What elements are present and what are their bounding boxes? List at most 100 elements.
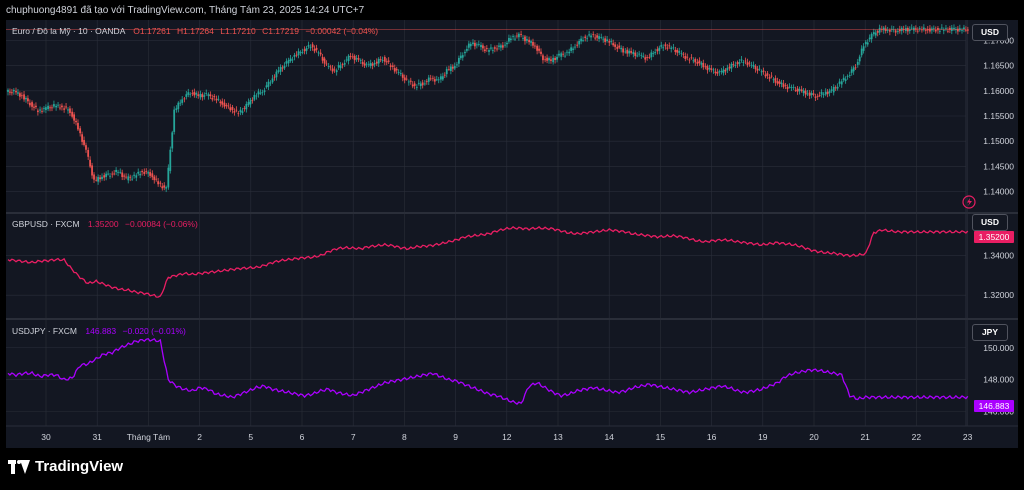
- candle-body: [666, 47, 669, 49]
- candle-body: [850, 69, 853, 73]
- x-tick-label: 31: [92, 432, 102, 442]
- candle-body: [117, 171, 119, 173]
- candle-body: [297, 51, 300, 56]
- candle-body: [349, 56, 352, 58]
- candle-body: [638, 53, 641, 55]
- candle-body: [482, 45, 484, 49]
- candle-body: [17, 92, 19, 94]
- legend-eurusd-change: −0.00042 (−0.04%): [305, 26, 378, 36]
- legend-gbpusd-last: 1.35200: [88, 219, 119, 229]
- candle-body: [361, 61, 364, 65]
- candle-body: [115, 169, 118, 172]
- candle-body: [644, 57, 647, 60]
- candle-body: [810, 93, 813, 95]
- y-tick-label: 1.15000: [983, 136, 1014, 146]
- candle-body: [929, 28, 931, 32]
- y-tick-label: 1.32000: [983, 290, 1014, 300]
- candle-body: [796, 88, 799, 92]
- candle-body: [36, 110, 39, 113]
- x-axis-ticks: 30 31 Tháng Tám 2 5 6 7 8 9 12 13 14 15 16 19 20 21 22 23: [41, 432, 972, 442]
- candle-body: [133, 174, 135, 176]
- candle-body: [846, 76, 849, 78]
- currency-button-usdjpy[interactable]: JPY: [972, 324, 1008, 341]
- candle-body: [415, 86, 418, 88]
- candle-body: [199, 93, 202, 98]
- candle-body: [341, 64, 344, 65]
- candle-body: [732, 64, 735, 66]
- candle-body: [692, 60, 695, 62]
- candle-body: [922, 27, 925, 30]
- candle-body: [953, 27, 955, 30]
- candle-body: [646, 57, 649, 58]
- candle-body: [445, 68, 448, 75]
- candle-body: [425, 81, 428, 83]
- y-tick-label: 1.14500: [983, 161, 1014, 171]
- candle-body: [79, 128, 82, 134]
- candle-body: [818, 95, 821, 97]
- candle-body: [181, 99, 184, 103]
- candle-body: [888, 29, 891, 32]
- candle-body: [947, 30, 949, 32]
- candle-body: [782, 83, 785, 88]
- candle-body: [475, 44, 478, 46]
- legend-eurusd-symbol: Euro / Đô la Mỹ · 10 · OANDA: [12, 26, 126, 36]
- candle-body: [217, 98, 220, 100]
- candle-body: [800, 89, 803, 92]
- candle-body: [307, 45, 310, 47]
- candle-body: [664, 44, 667, 47]
- candle-body: [173, 109, 176, 132]
- candle-body: [622, 48, 625, 53]
- candle-body: [790, 87, 793, 88]
- candle-body: [159, 182, 162, 184]
- legend-gbpusd-change: −0.00084 (−0.06%): [125, 219, 198, 229]
- candle-body: [149, 172, 152, 176]
- candle-body: [548, 58, 550, 61]
- candle-body: [155, 178, 158, 180]
- candle-body: [560, 53, 563, 57]
- alert-icon[interactable]: [962, 195, 976, 209]
- currency-button-gbpusd[interactable]: USD: [972, 214, 1008, 231]
- candle-body: [357, 58, 360, 60]
- candle-body: [351, 56, 354, 58]
- candle-body: [566, 51, 568, 53]
- candle-body: [776, 81, 779, 84]
- candle-body: [377, 58, 380, 64]
- candle-body: [289, 58, 292, 62]
- candle-body: [826, 91, 829, 95]
- candle-body: [207, 94, 210, 97]
- candle-body: [568, 51, 571, 54]
- candle-body: [249, 100, 252, 105]
- candle-body: [630, 51, 633, 53]
- candle-body: [267, 81, 270, 87]
- candle-body: [544, 59, 547, 61]
- candle-body: [874, 32, 877, 36]
- candle-body: [512, 36, 514, 37]
- candle-body: [421, 82, 424, 86]
- candle-body: [27, 98, 29, 102]
- candle-body: [337, 65, 340, 68]
- candle-body: [343, 63, 346, 65]
- candle-body: [598, 36, 600, 39]
- candle-body: [163, 185, 166, 188]
- candle-body: [137, 171, 140, 174]
- candle-body: [277, 70, 280, 72]
- candle-body: [255, 95, 258, 97]
- candle-body: [443, 74, 446, 76]
- x-tick-label: 2: [197, 432, 202, 442]
- candle-body: [698, 60, 701, 64]
- candle-body: [740, 59, 743, 61]
- candle-body: [492, 50, 494, 52]
- candle-body: [41, 110, 43, 112]
- candle-body: [516, 35, 518, 37]
- candle-body: [121, 172, 124, 178]
- candle-body: [856, 61, 859, 65]
- y-tick-label: 1.34000: [983, 251, 1014, 261]
- candle-body: [185, 94, 188, 97]
- candle-body: [828, 90, 831, 93]
- currency-button-eurusd[interactable]: USD: [972, 24, 1008, 41]
- candle-body: [798, 88, 801, 92]
- usdjpy-last-price: 146.883: [979, 401, 1010, 411]
- candle-body: [371, 63, 374, 66]
- chart-svg[interactable]: 1.170001.165001.160001.155001.150001.145…: [6, 20, 1018, 448]
- tradingview-logo[interactable]: TradingView: [8, 458, 123, 475]
